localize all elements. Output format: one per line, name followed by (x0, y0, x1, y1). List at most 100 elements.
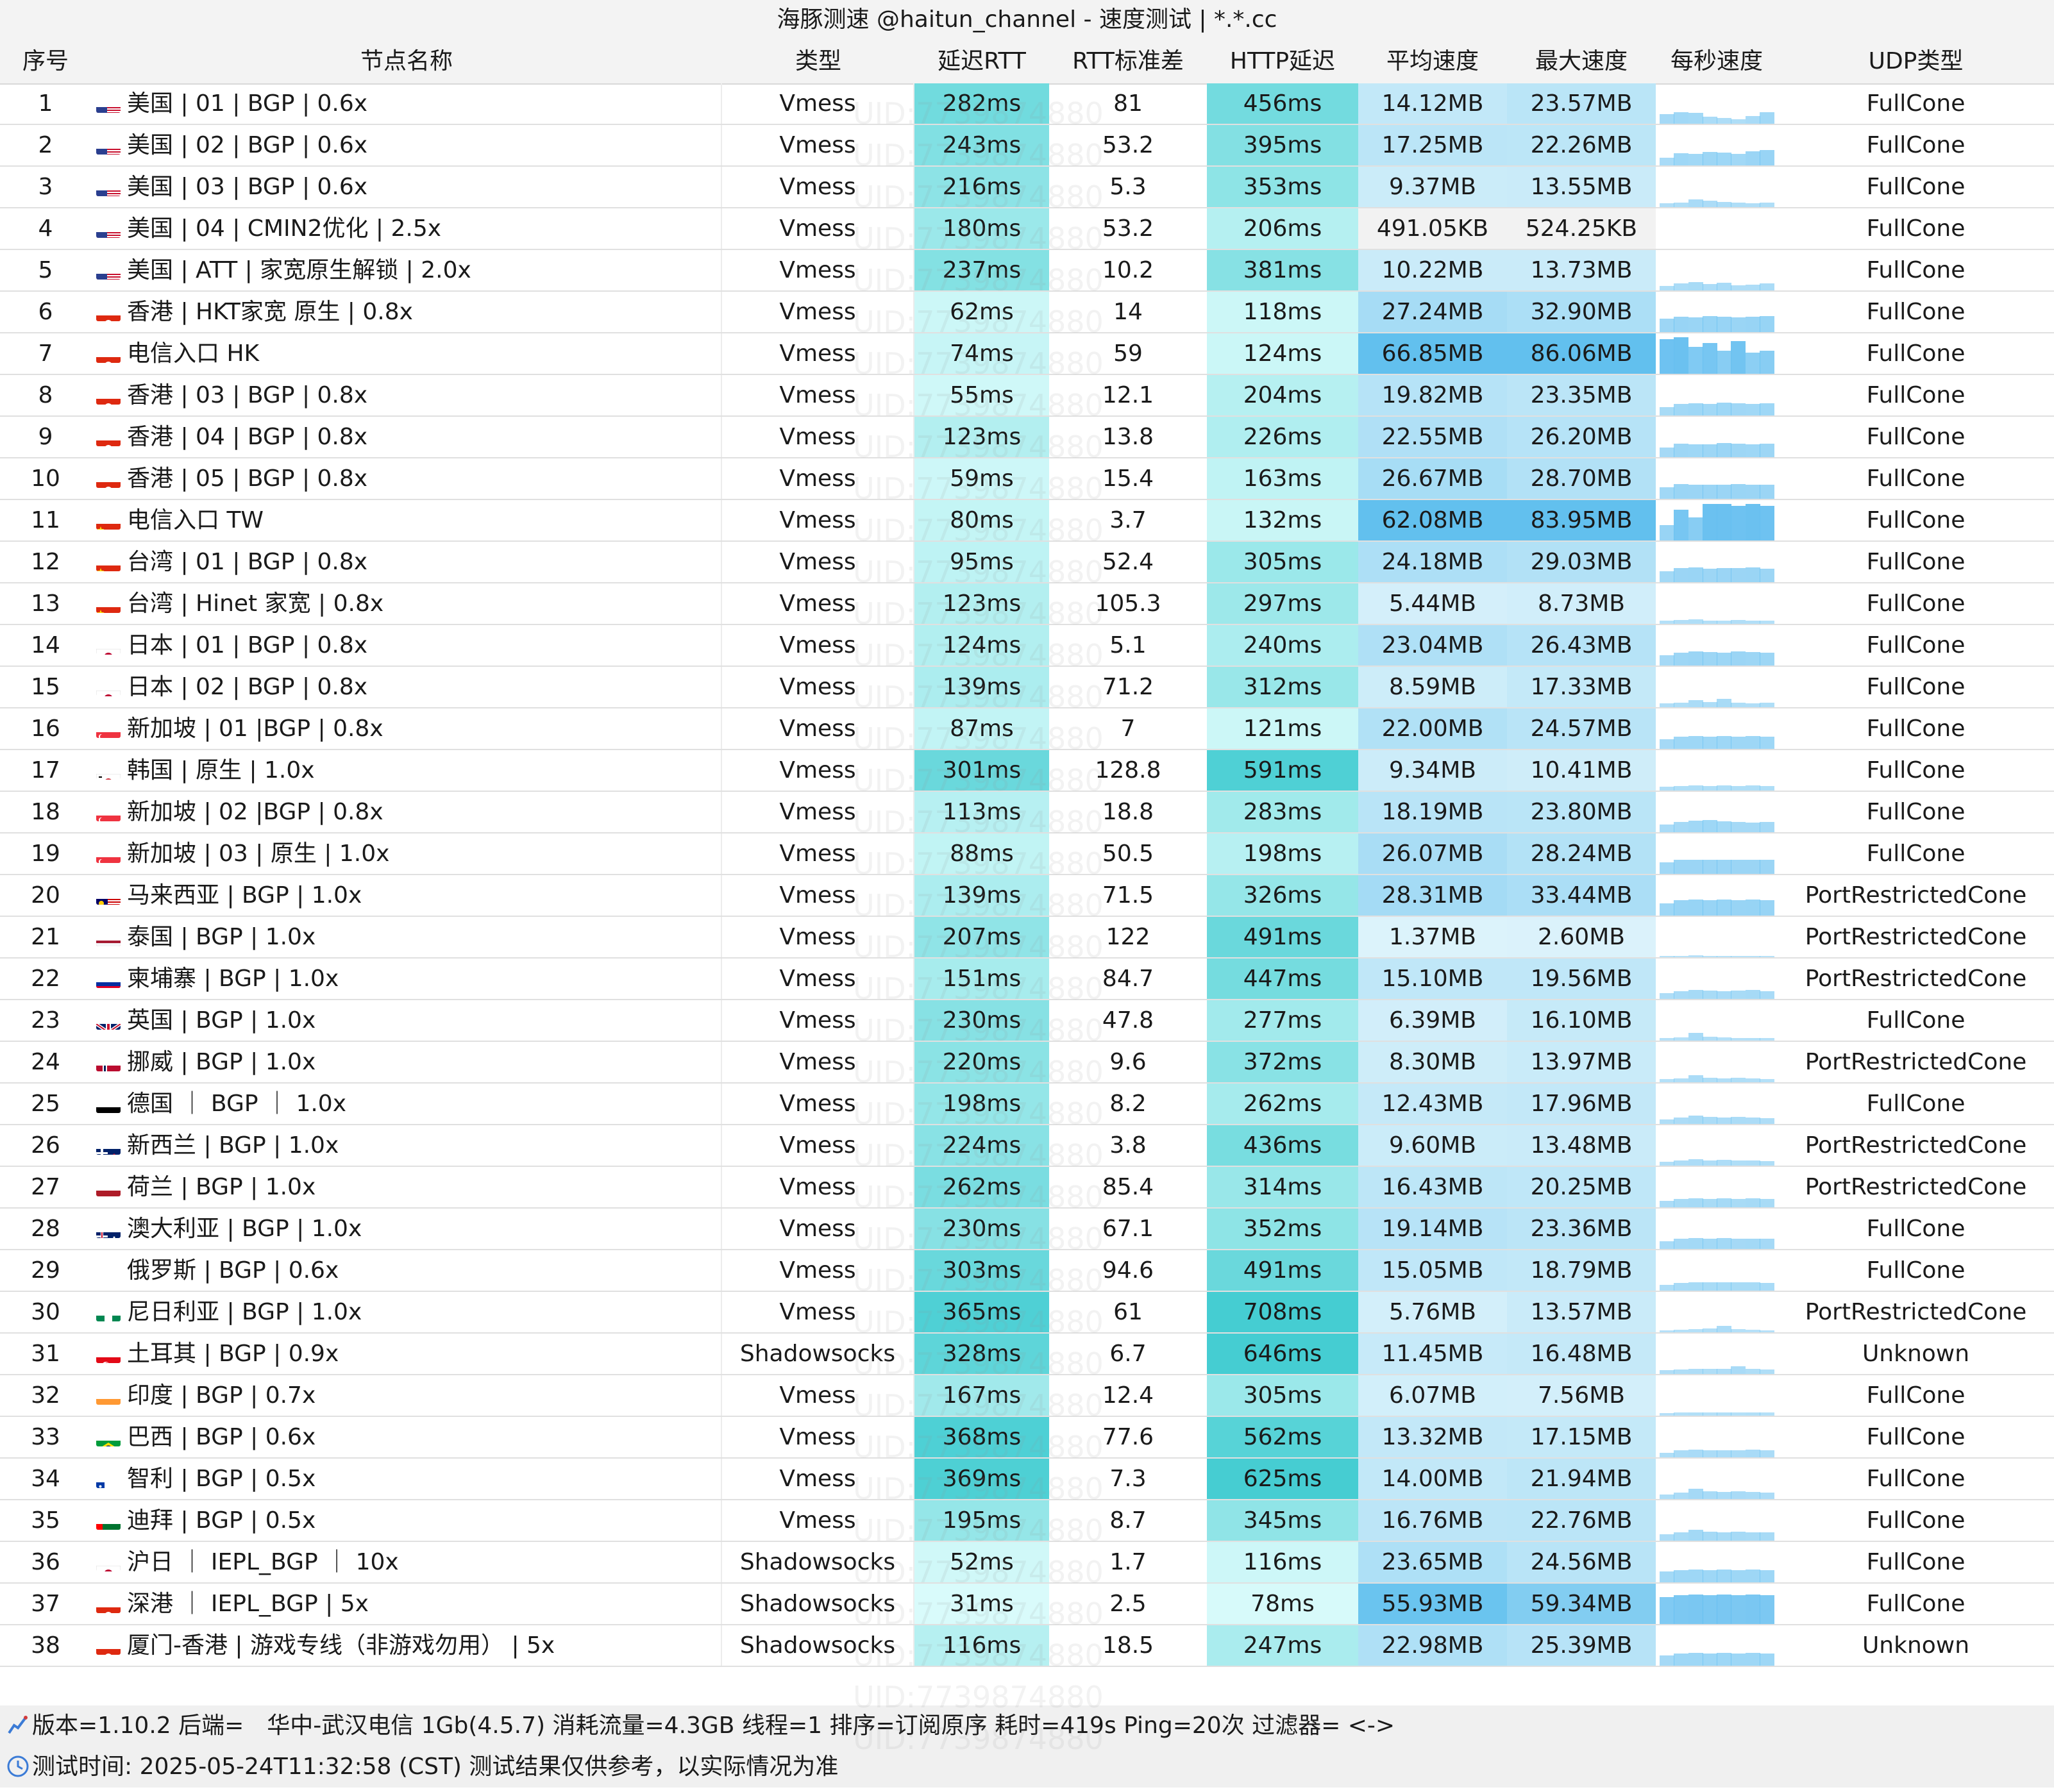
sparkline-bar (1674, 1078, 1689, 1082)
table-row[interactable]: 28 澳大利亚 | BGP | 1.0x Vmess 230ms 67.1 352ms 19… (0, 1209, 2054, 1250)
column-header-http[interactable]: HTTP延迟 (1229, 48, 1336, 74)
type-cell: Vmess (722, 959, 914, 999)
table-row[interactable]: 36 沪日 ｜ IEPL_BGP ｜ 10x Shadowsocks 52ms 1.7 1… (0, 1542, 2054, 1584)
sparkline-bar (1745, 1118, 1760, 1124)
sparkline-bar (1759, 1161, 1774, 1166)
table-row[interactable]: 22 柬埔寨 | BGP | 1.0x Vmess 151ms 84.7 447ms 15.… (0, 959, 2054, 1000)
rtt-cell: 62ms (914, 292, 1049, 332)
sparkline-bar (1702, 1654, 1717, 1666)
per-second-speed-sparkline (1660, 959, 1774, 999)
rtt-cell: 74ms (914, 333, 1049, 374)
udp-cell: PortRestrictedCone (1805, 1299, 2027, 1325)
column-header-avg[interactable]: 平均速度 (1386, 48, 1479, 74)
sparkline-bar (1688, 785, 1703, 791)
node-name-cell: 电信入口 HK (91, 333, 722, 374)
avg-cell: 491.05KB (1358, 208, 1507, 249)
udp-cell: PortRestrictedCone (1805, 882, 2027, 909)
table-row[interactable]: 31 土耳其 | BGP | 0.9x Shadowsocks 328ms 6.7 646… (0, 1334, 2054, 1375)
std-cell: 15.4 (1102, 465, 1154, 492)
sparkline-bar (1731, 119, 1746, 124)
max-cell: 26.43MB (1507, 625, 1656, 666)
table-row[interactable]: 26 新西兰 | BGP | 1.0x Vmess 224ms 3.8 436ms 9.60… (0, 1125, 2054, 1167)
table-row[interactable]: 13 台湾 | Hinet 家宽 | 0.8x Vmess 123ms 105.3 297… (0, 583, 2054, 625)
sparkline-bar (1731, 1491, 1746, 1499)
table-row[interactable]: 7 电信入口 HK Vmess 74ms 59 124ms 66.85MB 86.06MB Fu… (0, 333, 2054, 375)
udp-cell: Unknown (1862, 1341, 1970, 1367)
type-cell: Vmess (722, 458, 914, 499)
table-row[interactable]: 30 尼日利亚 | BGP | 1.0x Vmess 365ms 61 708ms 5.76… (0, 1292, 2054, 1334)
table-row[interactable]: 33 巴西 | BGP | 0.6x Vmess 368ms 77.6 562ms 13.3… (0, 1417, 2054, 1459)
id-cell: 34 (31, 1466, 60, 1492)
column-header-name[interactable]: 节点名称 (360, 48, 453, 74)
per-second-speed-sparkline (1660, 208, 1774, 249)
table-row[interactable]: 27 荷兰 | BGP | 1.0x Vmess 262ms 85.4 314ms 16.4… (0, 1167, 2054, 1209)
column-header-spark[interactable]: 每秒速度 (1670, 48, 1763, 74)
column-header-max[interactable]: 最大速度 (1535, 48, 1628, 74)
column-header-std[interactable]: RTT标准差 (1072, 48, 1184, 74)
table-row[interactable]: 8 香港 | 03 | BGP | 0.8x Vmess 55ms 12.1 204ms 1… (0, 375, 2054, 417)
table-row[interactable]: 21 泰国 | BGP | 1.0x Vmess 207ms 122 491ms 1.37M… (0, 917, 2054, 959)
table-row[interactable]: 35 迪拜 | BGP | 0.5x Vmess 195ms 8.7 345ms 16.76… (0, 1500, 2054, 1542)
sparkline-bar (1759, 150, 1774, 165)
node-name: 荷兰 | BGP | 1.0x (127, 1174, 316, 1200)
table-row[interactable]: 25 德国 ｜ BGP ｜ 1.0x Vmess 198ms 8.2 262ms 12.43… (0, 1084, 2054, 1125)
sparkline-bar (1674, 484, 1689, 499)
table-row[interactable]: 12 台湾 | 01 | BGP | 0.8x Vmess 95ms 52.4 305ms… (0, 542, 2054, 583)
sparkline-bar (1674, 1595, 1689, 1624)
sparkline-bar (1745, 116, 1760, 124)
sparkline-bar (1759, 1412, 1774, 1416)
table-row[interactable]: 6 香港 | HKT家宽 原生 | 0.8x Vmess 62ms 14 118ms 27.… (0, 292, 2054, 333)
table-row[interactable]: 4 美国 | 04 | CMIN2优化 | 2.5x Vmess 180ms 53.2 2… (0, 208, 2054, 250)
sparkline-bar (1688, 1570, 1703, 1582)
sparkline-bar (1688, 1530, 1703, 1541)
table-row[interactable]: 11 电信入口 TW Vmess 80ms 3.7 132ms 62.08MB 83.95MB… (0, 500, 2054, 542)
table-row[interactable]: 10 香港 | 05 | BGP | 0.8x Vmess 59ms 15.4 163ms… (0, 458, 2054, 500)
table-row[interactable]: 24 挪威 | BGP | 1.0x Vmess 220ms 9.6 372ms 8.30M… (0, 1042, 2054, 1084)
table-row[interactable]: 5 美国 | ATT | 家宽原生解锁 | 2.0x Vmess 237ms 10.2 3… (0, 250, 2054, 292)
avg-cell: 9.37MB (1358, 167, 1507, 207)
table-row[interactable]: 23 英国 | BGP | 1.0x Vmess 230ms 47.8 277ms 6.39… (0, 1000, 2054, 1042)
table-row[interactable]: 32 印度 | BGP | 0.7x Vmess 167ms 12.4 305ms 6.07… (0, 1375, 2054, 1417)
column-header-id[interactable]: 序号 (22, 48, 69, 74)
table-row[interactable]: 15 日本 | 02 | BGP | 0.8x Vmess 139ms 71.2 312m… (0, 667, 2054, 708)
id-cell: 5 (38, 257, 53, 283)
table-row[interactable]: 3 美国 | 03 | BGP | 0.6x Vmess 216ms 5.3 353ms 9… (0, 167, 2054, 208)
sparkline-bar (1660, 1119, 1674, 1124)
rtt-cell: 151ms (914, 959, 1049, 999)
type-cell: Vmess (722, 500, 914, 540)
table-row[interactable]: 20 马来西亚 | BGP | 1.0x Vmess 139ms 71.5 326ms 28… (0, 875, 2054, 917)
table-row[interactable]: 34 智利 | BGP | 0.5x Vmess 369ms 7.3 625ms 14.00… (0, 1459, 2054, 1500)
table-row[interactable]: 17 韩国 | 原生 | 1.0x Vmess 301ms 128.8 591ms 9.34… (0, 750, 2054, 792)
std-cell: 9.6 (1109, 1049, 1147, 1075)
table-row[interactable]: 9 香港 | 04 | BGP | 0.8x Vmess 123ms 13.8 226ms… (0, 417, 2054, 458)
sparkline-bar (1660, 1285, 1674, 1291)
sparkline-bar (1702, 1412, 1717, 1416)
std-cell: 7 (1120, 716, 1136, 742)
column-header-rtt[interactable]: 延迟RTT (938, 48, 1026, 74)
sparkline-bar (1717, 317, 1731, 332)
footer-time-text: 测试时间: 2025-05-24T11:32:58 (CST) 测试结果仅供参考… (32, 1754, 839, 1780)
udp-cell: FullCone (1866, 299, 1966, 325)
table-row[interactable]: 37 深港 ｜ IEPL_BGP | 5x Shadowsocks 31ms 2.5 78… (0, 1584, 2054, 1625)
column-header-udp[interactable]: UDP类型 (1868, 48, 1964, 74)
table-row[interactable]: 14 日本 | 01 | BGP | 0.8x Vmess 124ms 5.1 240ms… (0, 625, 2054, 667)
table-row[interactable]: 29 俄罗斯 | BGP | 0.6x Vmess 303ms 94.6 491ms 15.… (0, 1250, 2054, 1292)
max-cell: 86.06MB (1507, 333, 1656, 374)
table-row[interactable]: 38 厦门-香港 | 游戏专线（非游戏勿用） | 5x Shadowsocks 116… (0, 1625, 2054, 1667)
table-row[interactable]: 18 新加坡 | 02 |BGP | 0.8x Vmess 113ms 18.8 283m… (0, 792, 2054, 833)
max-cell: 33.44MB (1507, 875, 1656, 916)
max-cell: 32.90MB (1507, 292, 1656, 332)
node-name: 新加坡 | 02 |BGP | 0.8x (127, 799, 383, 825)
table-row[interactable]: 1 美国 | 01 | BGP | 0.6x Vmess 282ms 81 456ms 14… (0, 83, 2054, 125)
sparkline-bar (1717, 1412, 1731, 1416)
table-row[interactable]: 16 新加坡 | 01 |BGP | 0.8x Vmess 87ms 7 121ms 22.… (0, 708, 2054, 750)
std-cell: 50.5 (1102, 841, 1154, 867)
node-name: 泰国 | BGP | 1.0x (127, 924, 316, 950)
sparkline-bar (1745, 1450, 1760, 1457)
sparkline-bar (1702, 820, 1717, 832)
column-header-type[interactable]: 类型 (795, 48, 841, 74)
http-cell: 562ms (1207, 1417, 1358, 1457)
http-cell: 204ms (1207, 375, 1358, 415)
table-row[interactable]: 2 美国 | 02 | BGP | 0.6x Vmess 243ms 53.2 395ms… (0, 125, 2054, 167)
table-row[interactable]: 19 新加坡 | 03 | 原生 | 1.0x Vmess 88ms 50.5 198ms… (0, 833, 2054, 875)
